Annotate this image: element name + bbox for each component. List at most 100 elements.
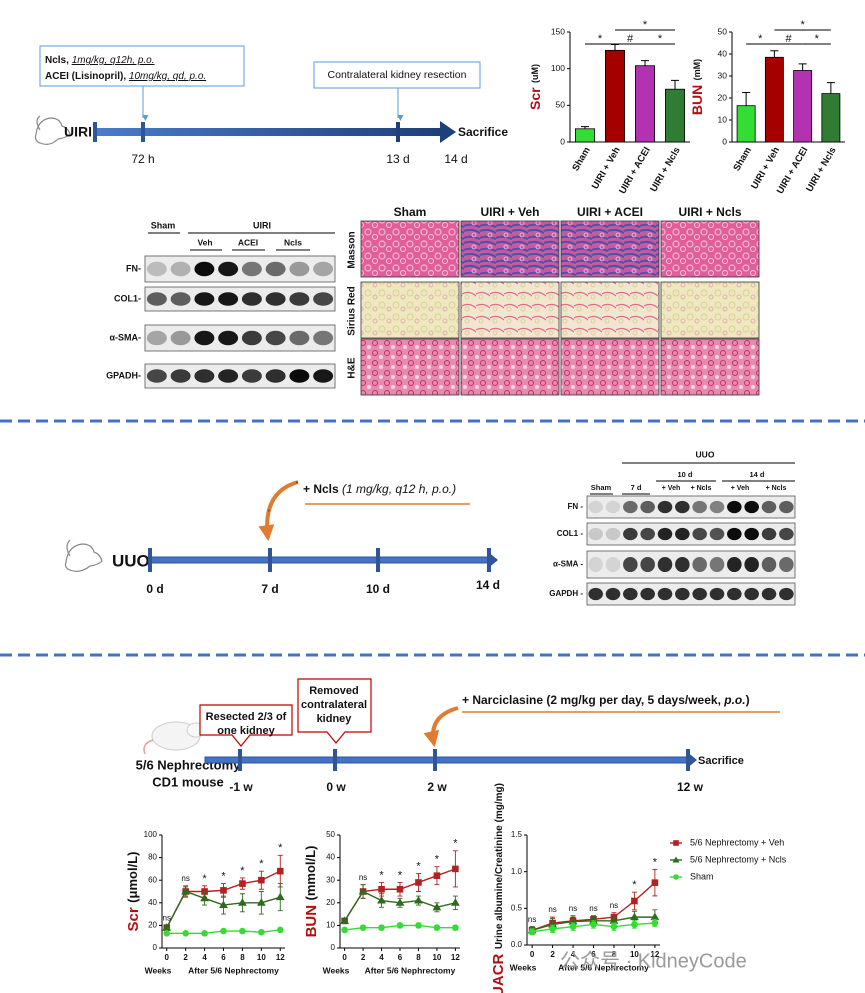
histology-image [660, 281, 760, 339]
y-tick-label: 20 [326, 898, 335, 907]
event-box [313, 61, 481, 89]
blot-band [640, 556, 655, 573]
time-label: 13 d [386, 152, 409, 166]
time-label: 2 w [427, 780, 447, 794]
blot-band [194, 330, 215, 346]
point [651, 879, 659, 886]
blot-band [692, 556, 707, 573]
x-tick-label: 6 [591, 950, 596, 959]
significance-label: ns [589, 904, 597, 913]
legend-label: 5/6 Nephrectomy + Ncls [690, 854, 787, 864]
x-tick-label: 2 [361, 953, 366, 962]
subgroup-label: + Veh [731, 485, 749, 492]
bar [793, 70, 813, 143]
row-label: Masson [347, 231, 358, 268]
subgroup-label: Ncls [284, 237, 302, 247]
significance-label: ns [181, 874, 189, 883]
point [433, 924, 441, 931]
time-label: 7 d [261, 582, 278, 596]
x-tick-label: 10 [257, 953, 266, 962]
blot-band [289, 261, 310, 277]
histology-image [560, 338, 660, 396]
timeline-tick [686, 749, 690, 771]
histology-image [660, 338, 760, 396]
row-label: COL1- [114, 293, 141, 303]
time-label: -1 w [229, 780, 253, 794]
blot-band [779, 556, 794, 573]
significance-label: * [632, 879, 637, 891]
timeline-tick [93, 122, 97, 142]
time-label: 0 w [326, 780, 346, 794]
blot-band [605, 527, 621, 541]
y-axis-label: Scr (uM) [527, 64, 545, 110]
point [610, 923, 618, 930]
blot-band [265, 261, 286, 277]
point [181, 887, 191, 895]
x-tick-label: 0 [165, 953, 170, 962]
blot-band [657, 500, 673, 514]
watermark: 公众号 · KidneyCode [560, 949, 747, 972]
point [528, 928, 536, 936]
group-label: 7 d [631, 483, 642, 492]
legend-marker [672, 856, 680, 863]
significance-label: * [643, 19, 648, 31]
point [414, 896, 423, 904]
point [377, 896, 386, 904]
uiri-timeline: UIRI Ncls, 1mg/kg, q12h, p.o. ACEI (Lisi… [34, 45, 508, 166]
x-axis-label: Weeks [145, 965, 172, 975]
point [276, 867, 284, 875]
blot-band [623, 527, 638, 541]
x-tick-label: UIRI + Veh [590, 145, 623, 191]
blot-band [779, 587, 794, 601]
x-axis-label: After 5/6 Nephrectomy [188, 965, 279, 975]
x-tick-label: 10 [630, 950, 639, 959]
error-bar [770, 50, 779, 58]
blot-band [675, 556, 690, 573]
blot-band [709, 500, 725, 514]
y-tick-label: 0 [722, 136, 727, 146]
significance-label: * [202, 873, 207, 885]
route: p.o. [723, 693, 745, 707]
bar [736, 105, 756, 143]
significance-label: * [398, 869, 403, 881]
y-tick-label: 10 [718, 114, 728, 124]
blot-band [194, 369, 215, 383]
y-axis-label: BUN (mM) [689, 59, 707, 115]
x-tick-label: 12 [451, 953, 460, 962]
blot-band [241, 292, 262, 306]
blot-strip [144, 255, 336, 283]
point [452, 924, 459, 931]
timeline-tick [268, 548, 272, 572]
legend-label: 5/6 Nephrectomy + Veh [690, 837, 784, 847]
row-label: GAPDH - [549, 589, 583, 598]
blot-band [744, 556, 759, 573]
significance-label: # [627, 33, 634, 45]
blot-band [744, 527, 759, 541]
x-tick-label: 8 [416, 953, 421, 962]
y-tick-label: 100 [551, 63, 565, 73]
bar [821, 93, 841, 143]
drug: Ncls, [45, 55, 69, 66]
blot-band [289, 330, 310, 346]
row-label: α-SMA - [553, 560, 583, 569]
x-tick-label: Sham [570, 145, 592, 173]
timeline-tick [238, 749, 242, 771]
y-tick-label: 30 [326, 875, 335, 884]
x-tick-label: 8 [240, 953, 245, 962]
point [631, 897, 638, 905]
group-label: Sham [591, 483, 612, 492]
blot-band [146, 292, 167, 306]
blot-band [146, 330, 167, 346]
histology-image [560, 281, 660, 339]
subgroup-label: + Veh [662, 485, 680, 492]
point [415, 879, 422, 886]
x-axis-label: Weeks [323, 965, 350, 975]
treatment-arrow [258, 480, 299, 542]
blot-band [779, 527, 794, 541]
error-bar [826, 82, 835, 94]
x-tick-label: 10 [432, 953, 441, 962]
bracket: ) [746, 693, 750, 707]
significance-label: * [379, 869, 384, 881]
y-axis-unit: (mM) [692, 59, 702, 81]
subgroup-label: + Ncls [766, 485, 787, 492]
